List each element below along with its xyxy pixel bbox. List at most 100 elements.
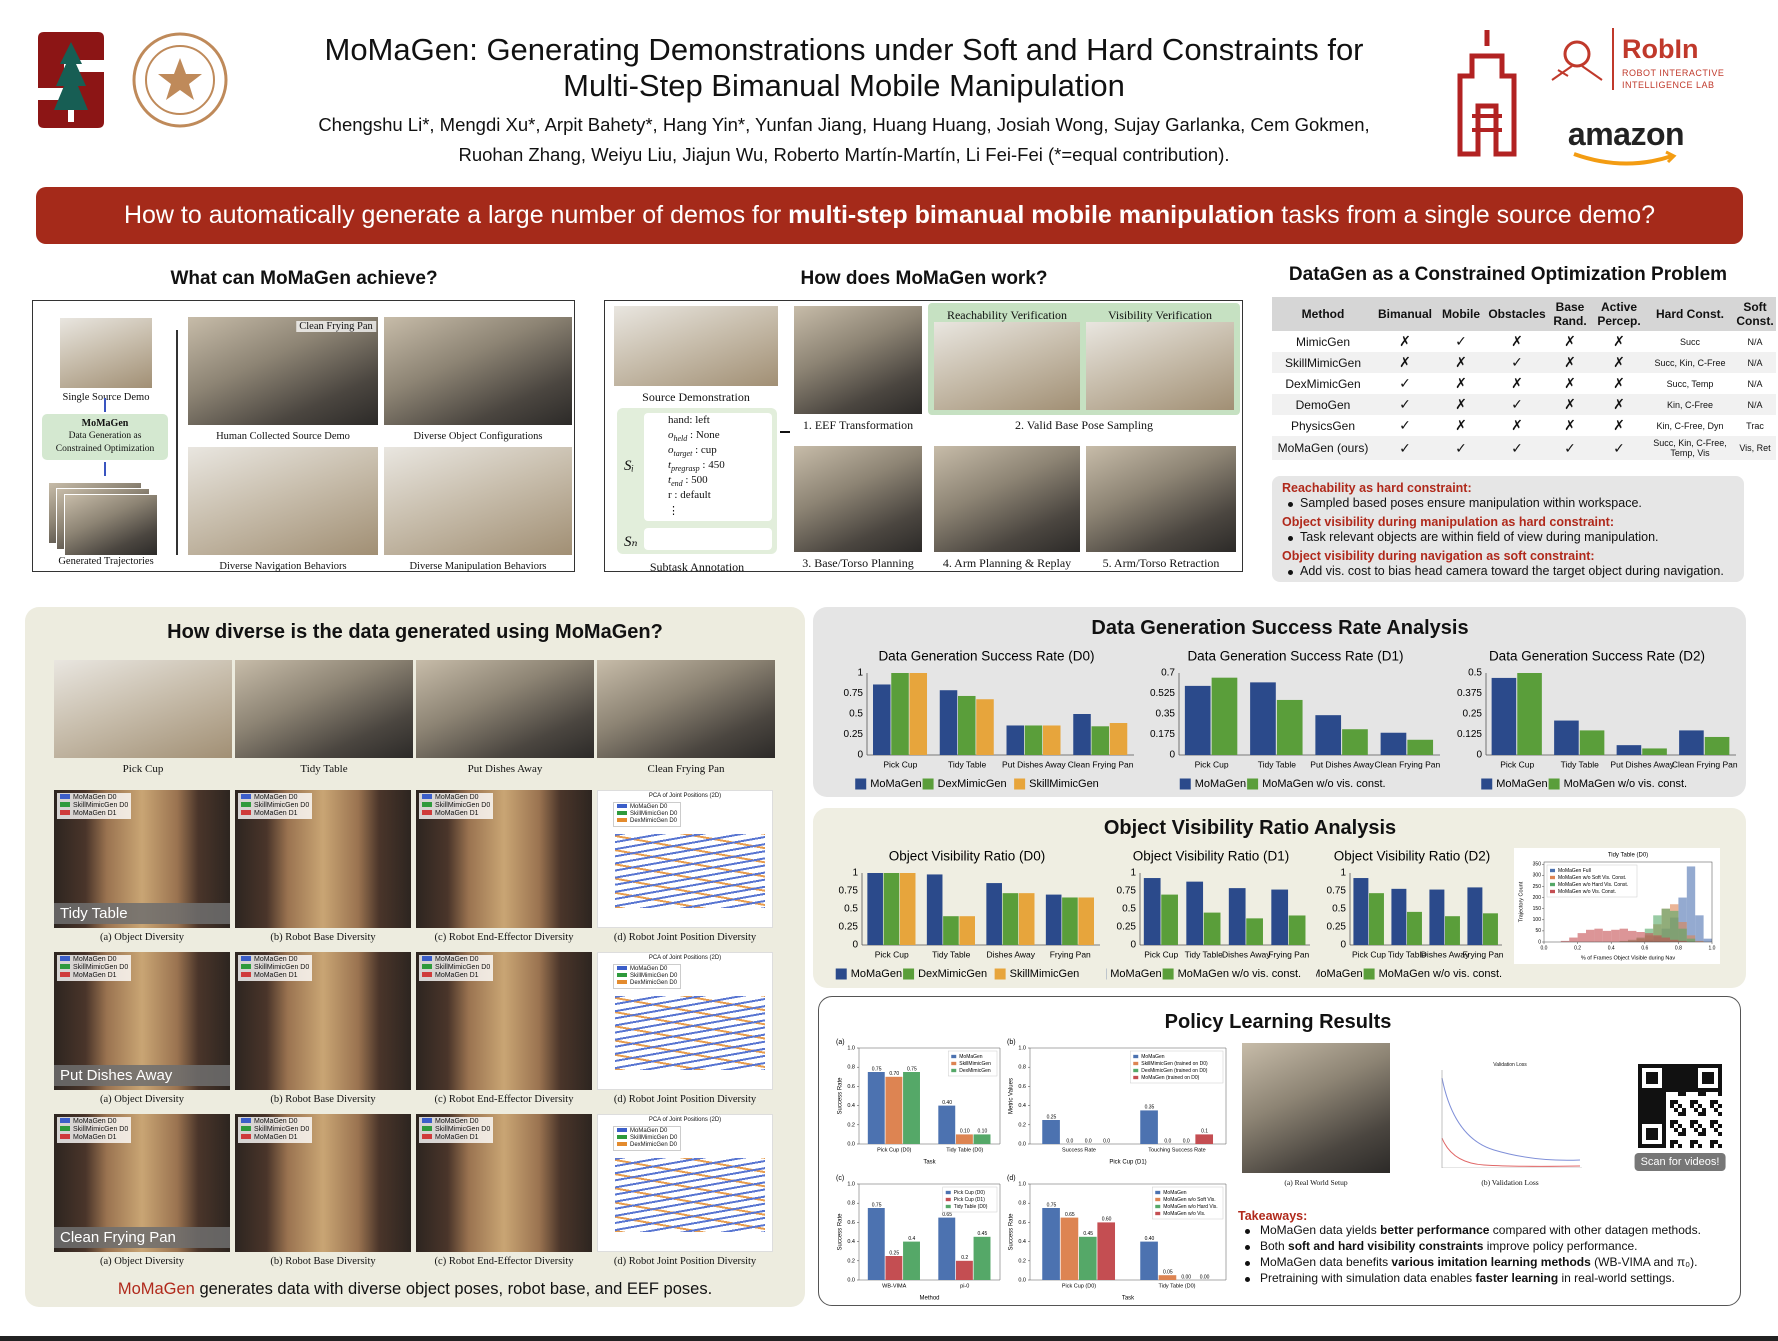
plot-title: PCA of Joint Positions (2D) xyxy=(648,955,722,961)
text-segment: : cup xyxy=(692,444,717,456)
table-cell: ✗ xyxy=(1455,417,1467,433)
qr-cell xyxy=(1670,1064,1674,1068)
legend-box xyxy=(1546,864,1638,898)
caption: (a) Object Diversity xyxy=(100,1256,184,1267)
qr-cell xyxy=(1690,1084,1694,1088)
histogram-bar xyxy=(1678,897,1687,942)
value-label: 0.65 xyxy=(942,1212,952,1218)
histogram-bar xyxy=(1703,938,1712,942)
y-tick-label: 0.4 xyxy=(1018,1239,1026,1245)
table-cell: ✗ xyxy=(1564,375,1576,391)
histogram-bar xyxy=(1594,928,1603,942)
histogram-bar xyxy=(1686,938,1696,942)
x-tick-label: Pick Cup (D0) xyxy=(1062,1283,1096,1289)
x-tick-label: Pick Cup xyxy=(1500,759,1534,769)
qr-button[interactable]: Scan for videos! xyxy=(1634,1153,1726,1171)
legend-label: MoMaGen D1 xyxy=(435,810,479,817)
qr-cell xyxy=(1662,1096,1666,1100)
table-row: MoMaGen (ours) ✓ ✓ ✓ ✓ ✓ Succ, Kin, C-Free, Te… xyxy=(1272,436,1776,460)
legend-swatch xyxy=(945,1197,951,1202)
qr-cell xyxy=(1650,1072,1654,1076)
histogram-bar xyxy=(1695,915,1704,942)
qr-cell xyxy=(1678,1104,1682,1108)
legend-swatch xyxy=(422,956,432,961)
qr-cell xyxy=(1662,1144,1666,1148)
table-cell: ✗ xyxy=(1511,417,1523,433)
x-tick-label: Tidy Table (D0) xyxy=(946,1147,983,1153)
caption: (a) Object Diversity xyxy=(100,1094,184,1105)
section-heading: Object Visibility Ratio Analysis xyxy=(1103,817,1397,839)
legend-swatch xyxy=(835,968,847,980)
legend-label: MoMaGen xyxy=(959,1054,983,1060)
bullet xyxy=(1245,1229,1250,1234)
legend-label: SkillMimicGen xyxy=(1010,968,1080,980)
annotation-line: r : default xyxy=(668,489,711,501)
bar xyxy=(1140,1241,1158,1280)
header-cell: Hard Const. xyxy=(1646,297,1734,331)
legend-swatch xyxy=(1014,778,1026,790)
legend-swatch xyxy=(60,1118,70,1123)
qr-cell xyxy=(1682,1084,1686,1088)
qr-cell xyxy=(1678,1124,1682,1128)
legend-entry: SkillMimicGen D0 xyxy=(60,964,128,972)
legend-entry: MoMaGen D0 xyxy=(422,794,490,802)
legend-swatch xyxy=(617,1142,627,1146)
bar xyxy=(1042,1208,1060,1280)
plot-lines xyxy=(615,1158,765,1232)
value-label: 0.35 xyxy=(1145,1105,1155,1111)
bar xyxy=(1250,682,1276,755)
legend-entry: DexMimicGen D0 xyxy=(617,980,677,987)
caption: Clean Frying Pan xyxy=(647,763,725,775)
table-cell: ✓ xyxy=(1436,436,1486,460)
x-tick-label: 0.8 xyxy=(1675,945,1682,951)
banner: How to automatically generate a large nu… xyxy=(36,187,1743,244)
legend-swatch xyxy=(1550,875,1555,880)
y-tick-label: 1 xyxy=(1130,868,1136,879)
text-segment: How to automatically generate a large nu… xyxy=(123,201,789,229)
photo xyxy=(384,447,572,555)
qr-cell xyxy=(1674,1128,1678,1132)
image-legend: MoMaGen D0 SkillMimicGen D0 MoMaGen D1 xyxy=(57,955,132,981)
x-tick-label: Clean Frying Pan xyxy=(1672,759,1738,769)
annotation-line: oheld : None xyxy=(668,429,720,443)
table-cell: ✗ xyxy=(1548,352,1592,373)
text-segment: better performance xyxy=(1380,1223,1490,1237)
table-cell: DexMimicGen xyxy=(1285,376,1361,391)
title: Multi-Step Bimanual Mobile Manipulation xyxy=(563,68,1125,103)
bar xyxy=(903,1241,920,1280)
qr-cell xyxy=(1678,1084,1682,1088)
row-label: Clean Frying Pan xyxy=(54,1227,230,1248)
legend-entry: MoMaGen D1 xyxy=(60,1134,128,1142)
robin-icon xyxy=(1551,40,1603,81)
qr-cell xyxy=(1698,1092,1702,1096)
qr-cell xyxy=(1658,1112,1662,1116)
value-label: 0.00 xyxy=(1200,1274,1210,1280)
x-tick-label: Pick Cup xyxy=(1352,949,1386,959)
y-tick-label: 350 xyxy=(1533,862,1542,868)
legend-label: MoMaGen D1 xyxy=(254,810,298,817)
photo xyxy=(794,306,922,414)
qr-cell xyxy=(1646,1072,1650,1076)
panel-label: (d) xyxy=(1007,1175,1016,1182)
qr-cell xyxy=(1678,1088,1682,1092)
image-legend: MoMaGen D0 SkillMimicGen D0 DexMimicGen D0 xyxy=(613,802,682,827)
photo xyxy=(794,446,922,552)
text-segment: : default xyxy=(671,489,711,501)
qr-cell xyxy=(1678,1072,1682,1076)
legend-entry: SkillMimicGen D0 xyxy=(241,1126,309,1134)
y-axis-label: Success Rate xyxy=(1009,1213,1015,1251)
qr-cell xyxy=(1682,1068,1686,1072)
bar xyxy=(1195,1134,1214,1144)
legend-label: MoMaGen (trained on D0) xyxy=(1141,1075,1199,1081)
y-tick-label: 0.25 xyxy=(1463,709,1483,720)
qr-cell xyxy=(1642,1100,1646,1104)
qr-cell xyxy=(1698,1124,1702,1128)
legend-swatch xyxy=(60,802,70,807)
table-cell: ✗ xyxy=(1511,375,1523,391)
legend-entry: SkillMimicGen D0 xyxy=(60,802,128,810)
legend-label: MoMaGen D0 xyxy=(254,1118,298,1125)
qr-cell xyxy=(1674,1108,1678,1112)
arrow xyxy=(104,462,106,476)
panel-frame xyxy=(32,300,575,572)
